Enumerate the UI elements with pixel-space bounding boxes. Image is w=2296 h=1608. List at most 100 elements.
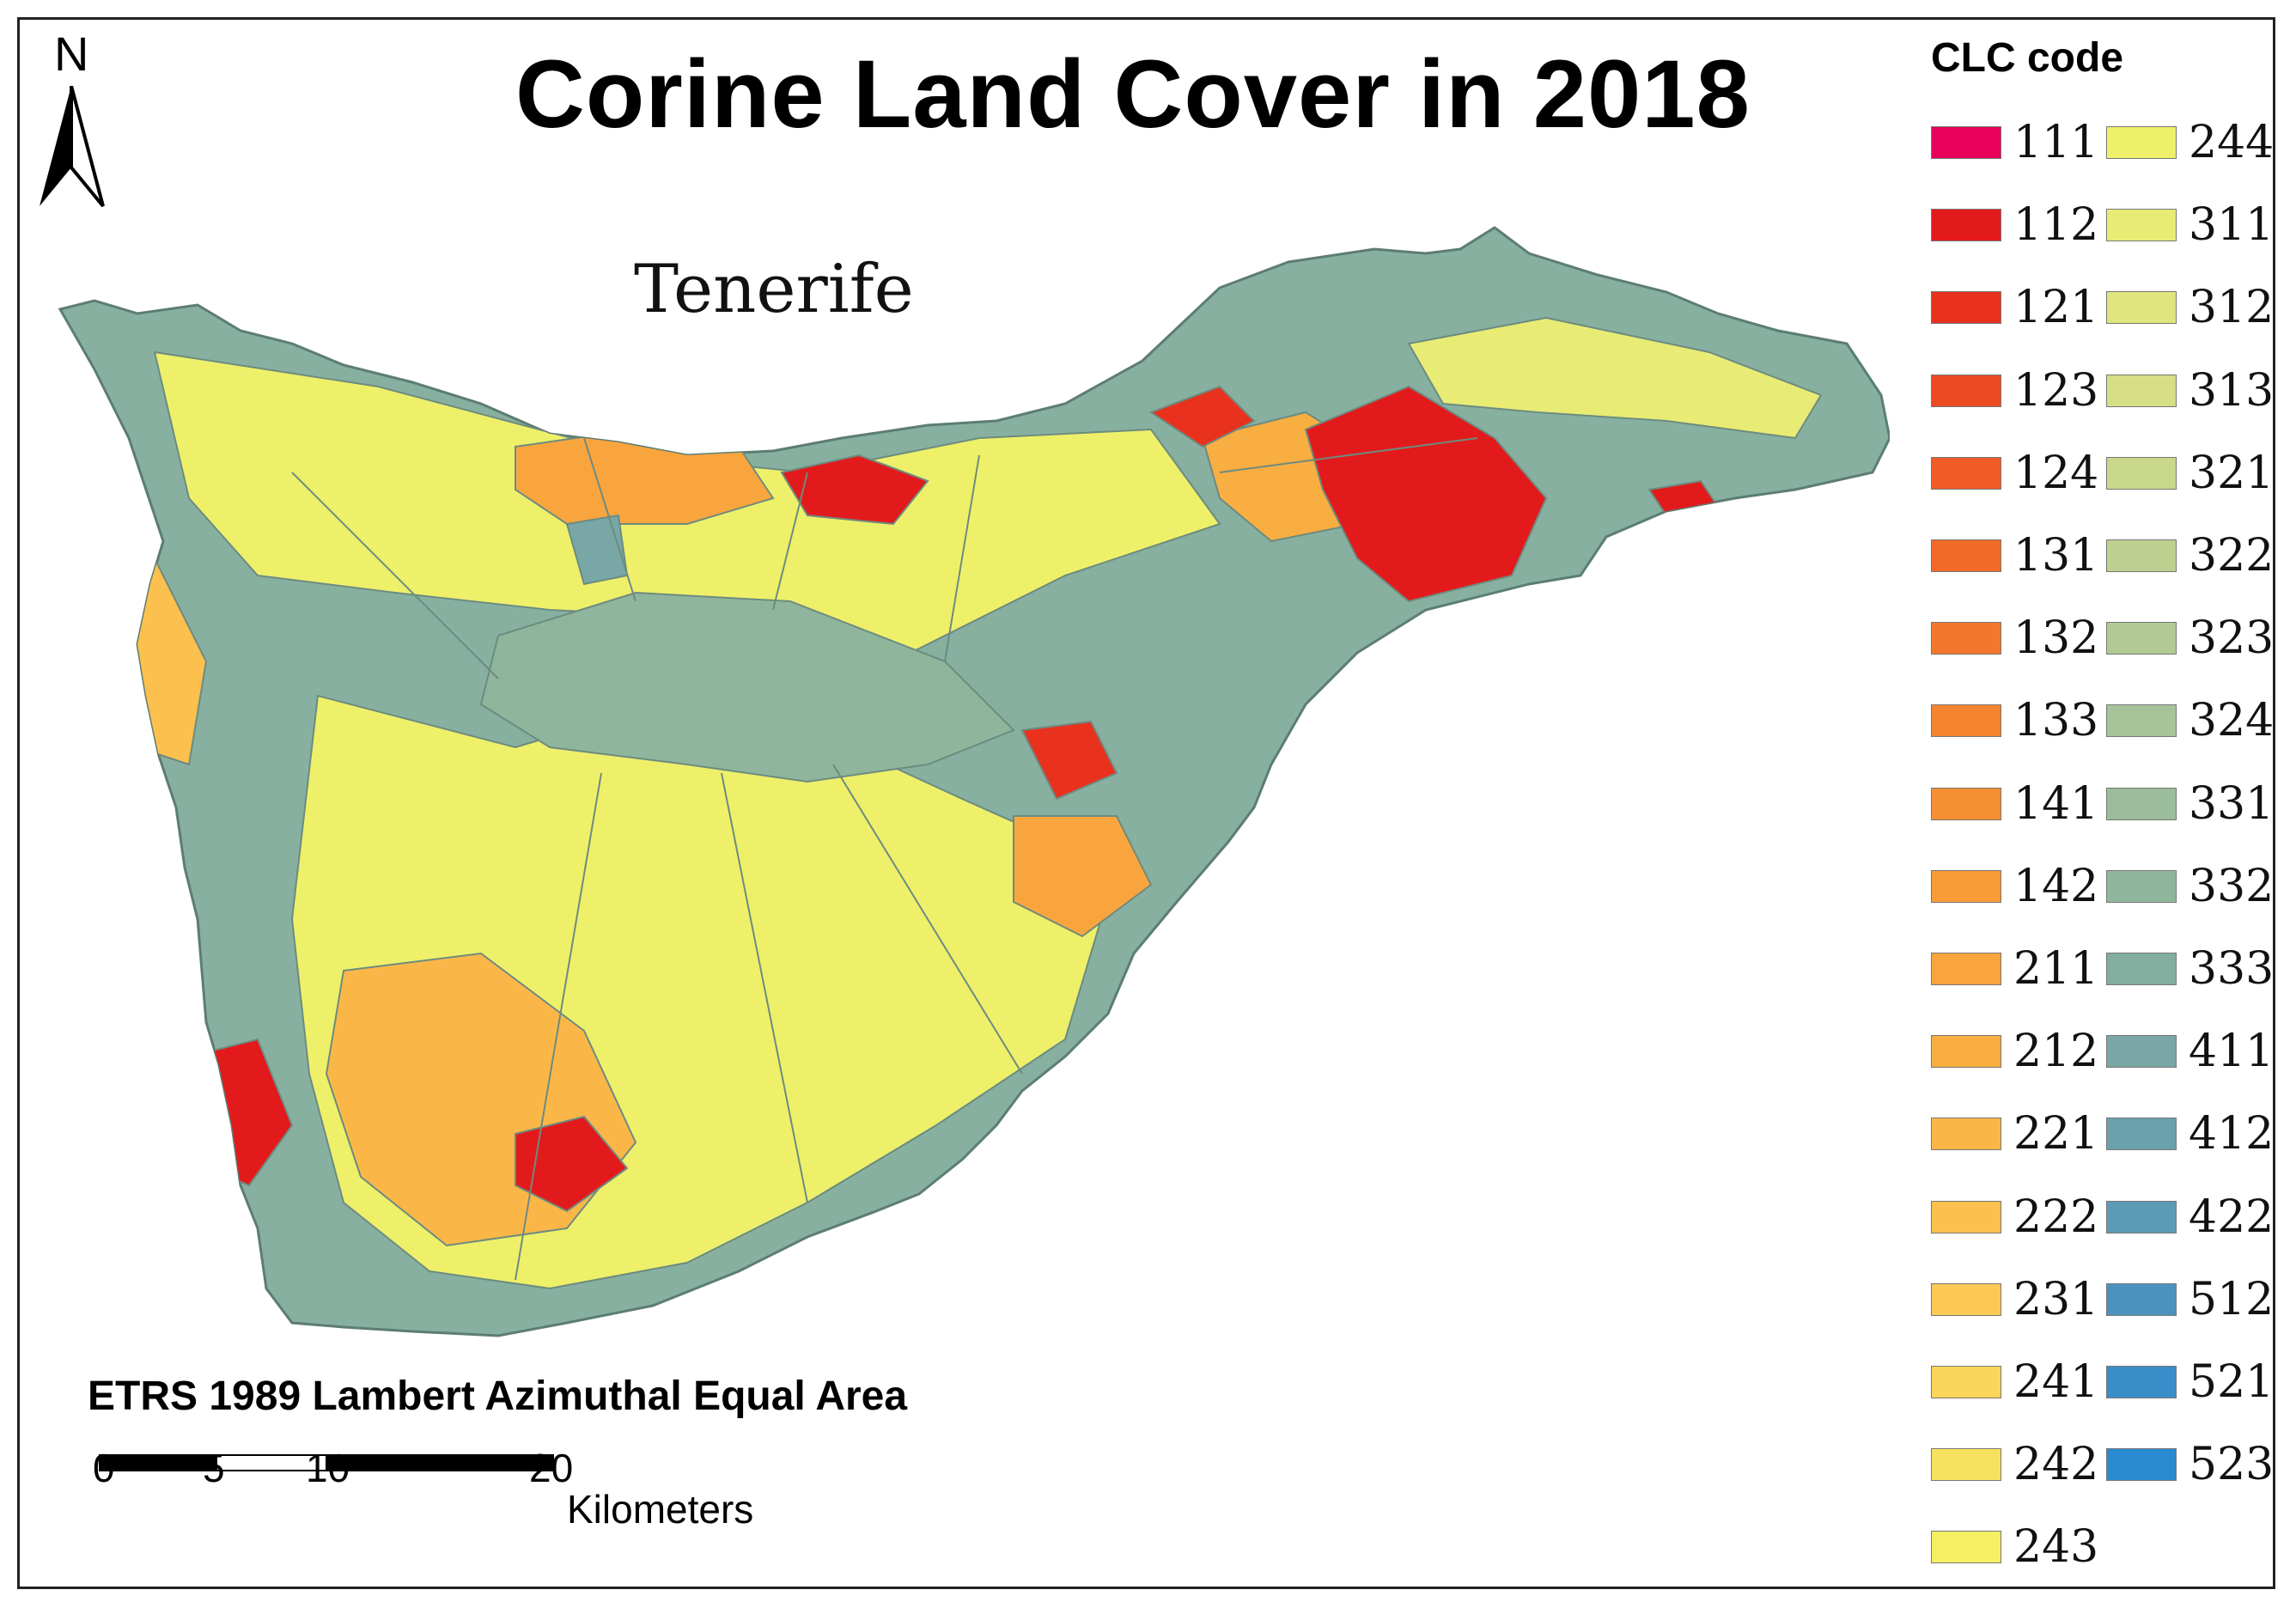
legend-swatch-333 — [2106, 953, 2177, 985]
legend-swatch-332 — [2106, 870, 2177, 903]
legend-label-412: 412 — [2189, 1108, 2275, 1160]
legend-item-221: 221 — [1931, 1108, 2098, 1160]
legend-label-521: 521 — [2189, 1356, 2275, 1408]
legend-swatch-411 — [2106, 1035, 2177, 1068]
legend-label-331: 331 — [2189, 778, 2275, 830]
legend-swatch-422 — [2106, 1201, 2177, 1233]
legend-item-142: 142 — [1931, 861, 2098, 912]
scale-bar — [99, 1454, 554, 1471]
legend-swatch-123 — [1931, 375, 2001, 407]
legend-item-241: 241 — [1931, 1356, 2098, 1408]
legend-item-112: 112 — [1931, 199, 2098, 251]
map-frame — [17, 17, 2275, 1589]
legend-swatch-212 — [1931, 1035, 2001, 1068]
legend-label-142: 142 — [2013, 861, 2099, 912]
north-arrow-icon — [40, 86, 105, 208]
legend-swatch-521 — [2106, 1366, 2177, 1398]
legend-item-131: 131 — [1931, 530, 2098, 582]
legend-swatch-211 — [1931, 953, 2001, 985]
legend-item-124: 124 — [1931, 448, 2098, 499]
legend-item-312: 312 — [2106, 282, 2274, 333]
legend-swatch-321 — [2106, 457, 2177, 490]
legend-item-231: 231 — [1931, 1274, 2098, 1325]
legend-label-124: 124 — [2013, 448, 2099, 499]
legend-swatch-311 — [2106, 209, 2177, 241]
island-label: Tenerife — [634, 251, 914, 328]
legend-swatch-141 — [1931, 788, 2001, 820]
legend-item-123: 123 — [1931, 365, 2098, 417]
legend-swatch-121 — [1931, 291, 2001, 324]
legend-label-241: 241 — [2013, 1356, 2099, 1408]
legend-swatch-412 — [2106, 1118, 2177, 1150]
legend-swatch-133 — [1931, 704, 2001, 737]
legend-label-131: 131 — [2013, 530, 2099, 582]
legend-item-324: 324 — [2106, 695, 2274, 746]
north-label: N — [54, 27, 89, 81]
legend-swatch-124 — [1931, 457, 2001, 490]
legend-item-321: 321 — [2106, 448, 2274, 499]
legend-label-123: 123 — [2013, 365, 2099, 417]
legend-label-141: 141 — [2013, 778, 2099, 830]
legend-item-332: 332 — [2106, 861, 2274, 912]
legend-item-331: 331 — [2106, 778, 2274, 830]
legend-label-312: 312 — [2189, 282, 2275, 333]
legend-swatch-142 — [1931, 870, 2001, 903]
legend-label-523: 523 — [2189, 1439, 2275, 1490]
legend-item-411: 411 — [2106, 1026, 2274, 1077]
legend-label-324: 324 — [2189, 695, 2275, 746]
legend-item-212: 212 — [1931, 1026, 2098, 1077]
legend-swatch-221 — [1931, 1118, 2001, 1150]
legend-swatch-222 — [1931, 1201, 2001, 1233]
legend-label-133: 133 — [2013, 695, 2099, 746]
legend-label-332: 332 — [2189, 861, 2275, 912]
legend-item-521: 521 — [2106, 1356, 2274, 1408]
legend-item-311: 311 — [2106, 199, 2274, 251]
legend-item-322: 322 — [2106, 530, 2274, 582]
legend-item-133: 133 — [1931, 695, 2098, 746]
legend-item-323: 323 — [2106, 612, 2274, 664]
land-cover-map — [58, 226, 1890, 1337]
legend-swatch-131 — [1931, 539, 2001, 572]
legend-label-222: 222 — [2013, 1191, 2099, 1243]
scale-tick-20: 20 — [529, 1446, 574, 1490]
legend-swatch-242 — [1931, 1448, 2001, 1481]
legend-label-111: 111 — [2013, 117, 2099, 168]
legend-item-523: 523 — [2106, 1439, 2274, 1490]
legend-swatch-523 — [2106, 1448, 2177, 1481]
legend-label-211: 211 — [2013, 943, 2099, 995]
legend-swatch-312 — [2106, 291, 2177, 324]
legend-label-512: 512 — [2189, 1274, 2275, 1325]
legend-label-333: 333 — [2189, 943, 2275, 995]
scale-tick-10: 10 — [306, 1446, 350, 1490]
legend-label-242: 242 — [2013, 1439, 2099, 1490]
legend-label-121: 121 — [2013, 282, 2099, 333]
legend-label-231: 231 — [2013, 1274, 2099, 1325]
legend-label-322: 322 — [2189, 530, 2275, 582]
scale-tick-5: 5 — [203, 1446, 225, 1490]
legend-swatch-324 — [2106, 704, 2177, 737]
legend-swatch-112 — [1931, 209, 2001, 241]
legend-title: CLC code — [1931, 35, 2124, 81]
legend-item-412: 412 — [2106, 1108, 2274, 1160]
legend-label-132: 132 — [2013, 612, 2099, 664]
legend-label-221: 221 — [2013, 1108, 2099, 1160]
legend-swatch-243 — [1931, 1531, 2001, 1563]
legend-swatch-132 — [1931, 622, 2001, 655]
legend-item-141: 141 — [1931, 778, 2098, 830]
legend-swatch-111 — [1931, 126, 2001, 159]
legend-swatch-323 — [2106, 622, 2177, 655]
legend-label-244: 244 — [2189, 117, 2275, 168]
projection-label: ETRS 1989 Lambert Azimuthal Equal Area — [88, 1374, 908, 1419]
legend-swatch-313 — [2106, 375, 2177, 407]
legend-item-111: 111 — [1931, 117, 2098, 168]
scale-unit-label: Kilometers — [567, 1487, 754, 1532]
legend-item-243: 243 — [1931, 1521, 2098, 1573]
legend-label-313: 313 — [2189, 365, 2275, 417]
legend-label-321: 321 — [2189, 448, 2275, 499]
legend-item-132: 132 — [1931, 612, 2098, 664]
legend-swatch-322 — [2106, 539, 2177, 572]
legend-label-311: 311 — [2189, 199, 2275, 251]
legend-label-323: 323 — [2189, 612, 2275, 664]
legend-item-512: 512 — [2106, 1274, 2274, 1325]
legend-swatch-244 — [2106, 126, 2177, 159]
